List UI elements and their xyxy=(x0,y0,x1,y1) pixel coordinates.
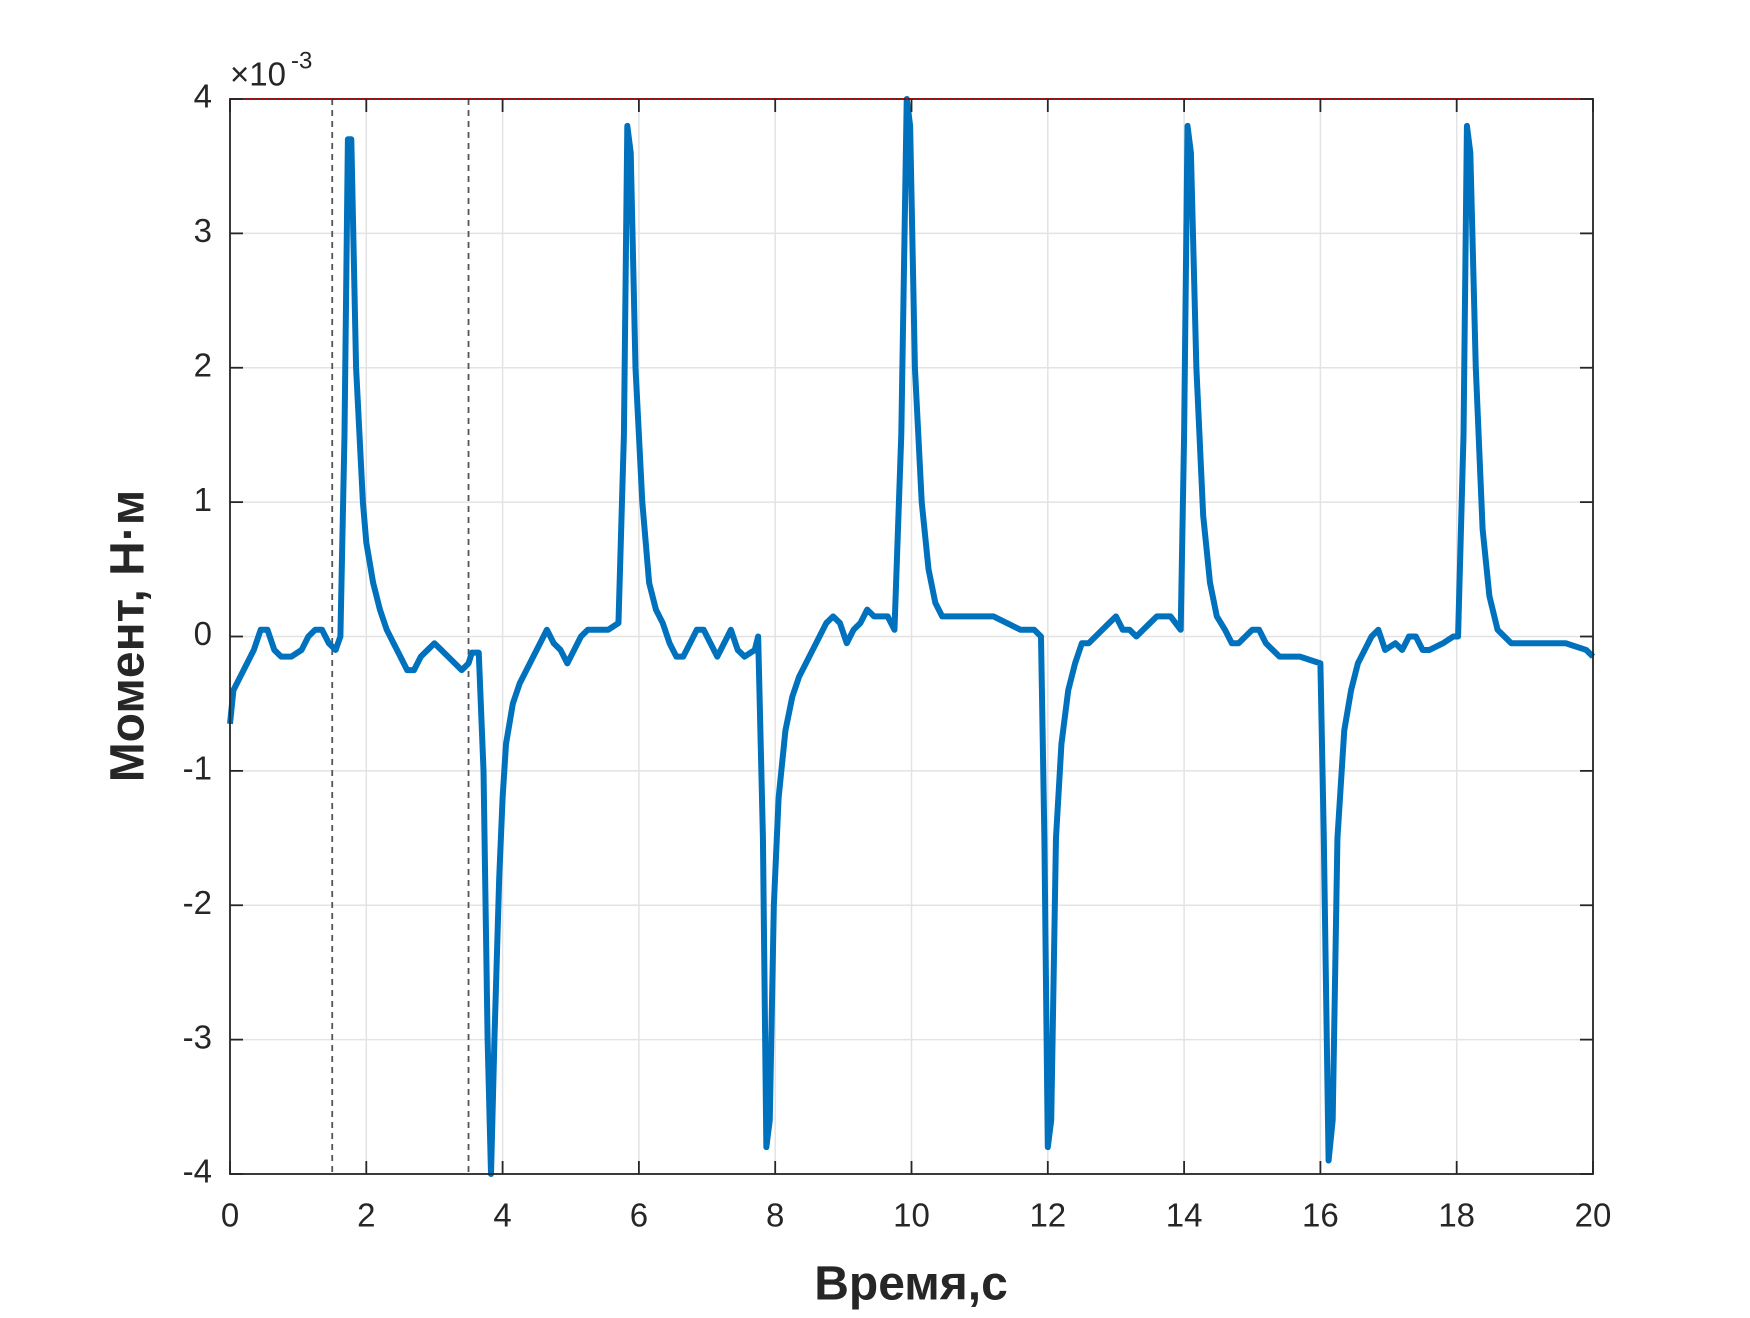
data-line xyxy=(227,96,1596,1177)
y-exponent-power: -3 xyxy=(291,47,312,74)
x-axis-label: Время,с xyxy=(814,1258,1008,1311)
x-tick-label: 0 xyxy=(221,1197,239,1234)
x-tick-label: 12 xyxy=(1029,1197,1066,1234)
x-tick-label: 8 xyxy=(766,1197,784,1234)
x-tick-label: 2 xyxy=(357,1197,375,1234)
y-tick-label: -4 xyxy=(183,1153,212,1190)
y-tick-label: 0 xyxy=(194,615,212,652)
y-tick-label: 2 xyxy=(194,346,212,383)
y-tick-label: 3 xyxy=(194,212,212,249)
y-tick-label: 4 xyxy=(194,78,212,115)
x-tick-label: 14 xyxy=(1166,1197,1203,1234)
y-exponent-base: ×10 xyxy=(230,56,286,93)
x-tick-label: 16 xyxy=(1302,1197,1339,1234)
x-tick-label: 4 xyxy=(493,1197,511,1234)
x-tick-label: 10 xyxy=(893,1197,930,1234)
x-tick-label: 18 xyxy=(1438,1197,1475,1234)
y-tick-label: -3 xyxy=(183,1018,212,1055)
x-tick-label: 20 xyxy=(1575,1197,1612,1234)
y-tick-label: -2 xyxy=(183,884,212,921)
y-axis-label: Момент, Н·м xyxy=(102,490,155,783)
x-tick-label: 6 xyxy=(630,1197,648,1234)
y-tick-label: 1 xyxy=(194,481,212,518)
y-tick-label: -1 xyxy=(183,750,212,787)
